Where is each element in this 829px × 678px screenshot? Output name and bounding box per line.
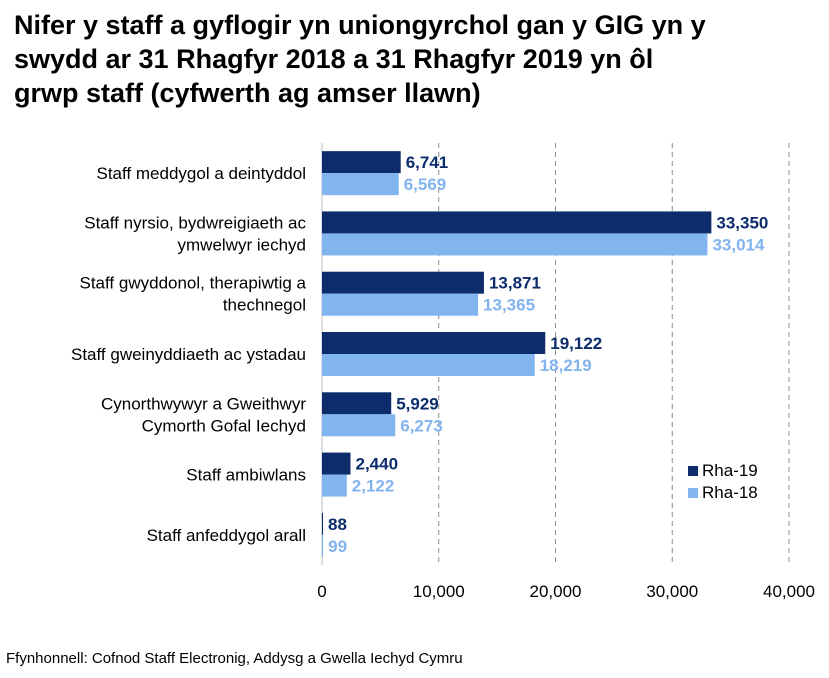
category-label: thechnegol xyxy=(223,296,306,315)
data-label: 13,365 xyxy=(483,296,535,315)
bar-series-2 xyxy=(322,474,347,497)
bar-series-2 xyxy=(322,173,399,196)
legend-swatch xyxy=(688,488,698,498)
data-label: 5,929 xyxy=(396,394,439,413)
category-label: Staff gweinyddiaeth ac ystadau xyxy=(71,345,306,364)
bar-series-1 xyxy=(322,271,484,294)
x-tick-label: 10,000 xyxy=(413,582,465,601)
data-label: 18,219 xyxy=(540,356,592,375)
data-label: 2,122 xyxy=(352,477,395,496)
bar-series-2 xyxy=(322,293,479,316)
data-label: 2,440 xyxy=(355,455,398,474)
data-label: 88 xyxy=(328,515,347,534)
category-label: Cynorthwywyr a Gweithwyr xyxy=(101,394,306,413)
data-label: 19,122 xyxy=(550,334,602,353)
category-label: ymwelwyr iechyd xyxy=(178,235,306,254)
chart-title-line-1: Nifer y staff a gyflogir yn uniongyrchol… xyxy=(14,10,706,40)
data-label: 6,741 xyxy=(406,153,449,172)
x-tick-label: 0 xyxy=(317,582,326,601)
data-label: 33,350 xyxy=(716,213,768,232)
category-label: Cymorth Gofal Iechyd xyxy=(142,416,306,435)
bar-series-1 xyxy=(322,151,401,174)
category-label: Staff anfeddygol arall xyxy=(147,526,306,545)
bar-series-1 xyxy=(322,452,351,475)
category-label: Staff ambiwlans xyxy=(186,466,306,485)
x-tick-label: 30,000 xyxy=(646,582,698,601)
bar-series-1 xyxy=(322,332,546,354)
category-label: Staff gwyddonol, therapiwtig a xyxy=(80,274,307,293)
bar-chart: 6,741 6,569 Staff meddygol a deintyddol 33,… xyxy=(71,143,815,601)
source-note: Ffynhonnell: Cofnod Staff Electronig, Ad… xyxy=(6,650,463,667)
category-label: Staff nyrsio, bydwreigiaeth ac xyxy=(84,213,306,232)
legend-swatch xyxy=(688,466,698,476)
category-label: Staff meddygol a deintyddol xyxy=(97,164,307,183)
legend-label: Rha-19 xyxy=(702,461,758,480)
chart-title-line-3: grwp staff (cyfwerth ag amser llawn) xyxy=(14,78,481,108)
bar-series-2 xyxy=(322,354,535,376)
bar-series-2 xyxy=(322,534,324,557)
bar-series-2 xyxy=(322,414,396,437)
bar-series-2 xyxy=(322,233,708,256)
legend-label: Rha-18 xyxy=(702,483,758,502)
data-label: 6,569 xyxy=(404,175,447,194)
chart-title: Nifer y staff a gyflogir yn uniongyrchol… xyxy=(14,8,819,110)
data-label: 99 xyxy=(328,537,347,556)
bar-series-1 xyxy=(322,211,712,234)
x-tick-label: 20,000 xyxy=(530,582,582,601)
data-label: 13,871 xyxy=(489,274,541,293)
data-label: 6,273 xyxy=(400,416,443,435)
bar-series-1 xyxy=(322,392,392,415)
chart-title-line-2: swydd ar 31 Rhagfyr 2018 a 31 Rhagfyr 20… xyxy=(14,44,654,74)
bar-series-1 xyxy=(322,512,324,535)
x-tick-label: 40,000 xyxy=(763,582,815,601)
data-label: 33,014 xyxy=(712,235,765,254)
